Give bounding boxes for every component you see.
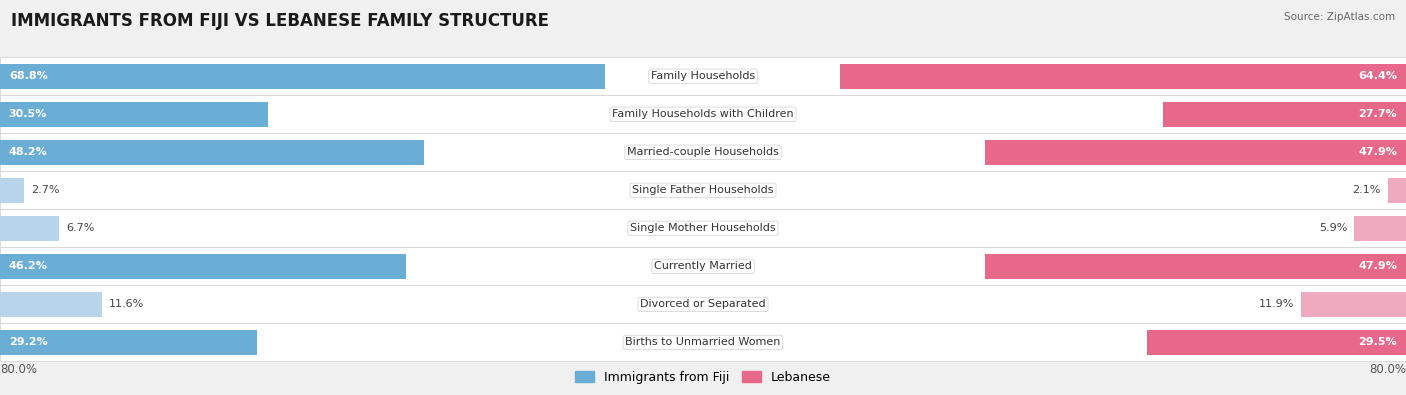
Text: 11.6%: 11.6%: [108, 299, 145, 309]
Bar: [0, 330, 257, 355]
Bar: [0, 178, 24, 203]
Bar: [1163, 102, 1406, 127]
Bar: [0, 140, 423, 165]
Bar: [0, 57, 1406, 95]
Text: Single Father Households: Single Father Households: [633, 185, 773, 196]
Text: Family Households with Children: Family Households with Children: [612, 109, 794, 119]
Bar: [986, 140, 1406, 165]
Bar: [1388, 178, 1406, 203]
Text: 46.2%: 46.2%: [8, 261, 48, 271]
Text: 2.7%: 2.7%: [31, 185, 59, 196]
Text: Divorced or Separated: Divorced or Separated: [640, 299, 766, 309]
Legend: Immigrants from Fiji, Lebanese: Immigrants from Fiji, Lebanese: [571, 366, 835, 389]
Text: 47.9%: 47.9%: [1358, 147, 1398, 157]
Text: 48.2%: 48.2%: [8, 147, 48, 157]
Text: 30.5%: 30.5%: [8, 109, 46, 119]
Bar: [0, 64, 605, 88]
Text: 27.7%: 27.7%: [1358, 109, 1398, 119]
Bar: [1147, 330, 1406, 355]
Bar: [1354, 216, 1406, 241]
Bar: [0, 254, 406, 279]
Text: Single Mother Households: Single Mother Households: [630, 223, 776, 233]
Text: Currently Married: Currently Married: [654, 261, 752, 271]
Bar: [986, 254, 1406, 279]
Text: 6.7%: 6.7%: [66, 223, 94, 233]
Bar: [0, 102, 269, 127]
Text: 68.8%: 68.8%: [8, 71, 48, 81]
Text: 80.0%: 80.0%: [0, 363, 37, 376]
Text: 11.9%: 11.9%: [1258, 299, 1295, 309]
Bar: [0, 216, 59, 241]
Bar: [0, 286, 1406, 324]
Text: Married-couple Households: Married-couple Households: [627, 147, 779, 157]
Bar: [0, 95, 1406, 133]
Text: 29.5%: 29.5%: [1358, 337, 1398, 348]
Bar: [0, 292, 101, 317]
Bar: [0, 324, 1406, 361]
Bar: [1302, 292, 1406, 317]
Bar: [839, 64, 1406, 88]
Text: 64.4%: 64.4%: [1358, 71, 1398, 81]
Bar: [0, 247, 1406, 286]
Text: Births to Unmarried Women: Births to Unmarried Women: [626, 337, 780, 348]
Bar: [0, 133, 1406, 171]
Text: IMMIGRANTS FROM FIJI VS LEBANESE FAMILY STRUCTURE: IMMIGRANTS FROM FIJI VS LEBANESE FAMILY …: [11, 12, 550, 30]
Text: 2.1%: 2.1%: [1353, 185, 1381, 196]
Text: 29.2%: 29.2%: [8, 337, 48, 348]
Bar: [0, 171, 1406, 209]
Text: Source: ZipAtlas.com: Source: ZipAtlas.com: [1284, 12, 1395, 22]
Text: 80.0%: 80.0%: [1369, 363, 1406, 376]
Text: 5.9%: 5.9%: [1319, 223, 1347, 233]
Text: 47.9%: 47.9%: [1358, 261, 1398, 271]
Bar: [0, 209, 1406, 247]
Text: Family Households: Family Households: [651, 71, 755, 81]
